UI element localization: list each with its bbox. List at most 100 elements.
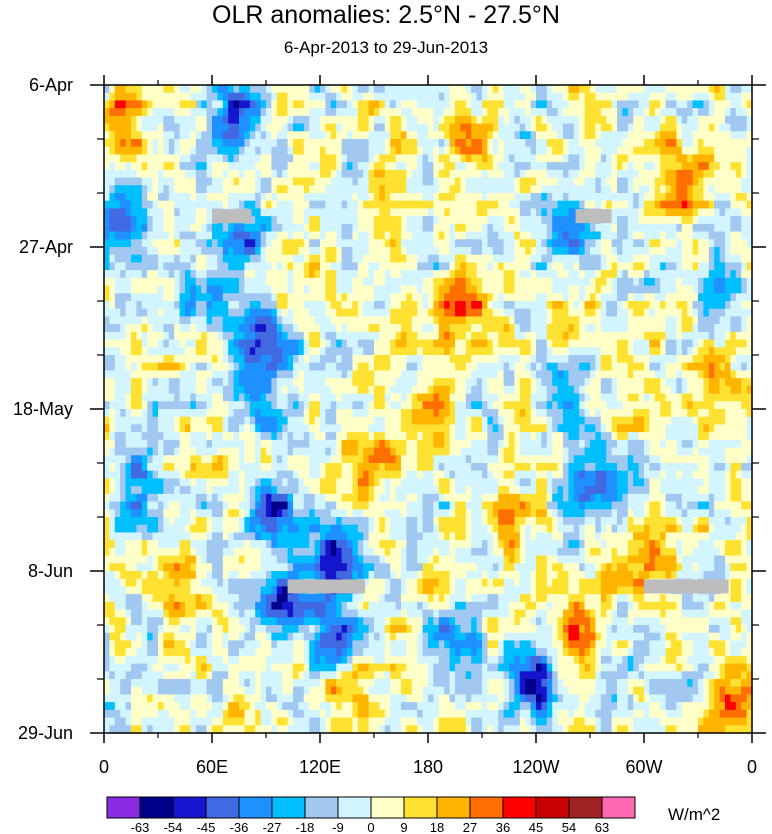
field-cell <box>244 401 251 410</box>
field-cell <box>465 115 472 125</box>
field-cell <box>368 401 375 410</box>
field-cell <box>584 92 591 102</box>
field-cell <box>390 362 397 372</box>
field-cell <box>255 277 262 287</box>
field-cell <box>487 347 494 356</box>
field-cell <box>703 216 710 225</box>
field-cell <box>465 324 472 333</box>
field-cell <box>487 378 494 387</box>
field-cell <box>179 262 186 271</box>
field-cell <box>482 85 488 94</box>
field-cell <box>368 108 375 117</box>
field-cell <box>444 247 451 256</box>
field-cell <box>492 393 499 402</box>
field-cell <box>255 393 262 402</box>
field-cell <box>708 92 715 102</box>
field-cell <box>125 331 132 341</box>
field-cell <box>168 123 175 132</box>
field-cell <box>503 277 510 287</box>
field-cell <box>681 301 688 310</box>
field-cell <box>293 378 299 387</box>
field-cell <box>309 339 316 348</box>
field-cell <box>357 123 364 132</box>
field-cell <box>746 247 753 256</box>
field-cell <box>125 301 132 310</box>
field-cell <box>298 316 305 325</box>
field-cell <box>568 154 575 163</box>
field-cell <box>314 131 321 140</box>
field-cell <box>298 355 305 364</box>
field-cell <box>352 262 359 271</box>
field-cell <box>325 378 332 387</box>
chart-title: OLR anomalies: 2.5°N - 27.5°N <box>212 1 560 29</box>
field-cell <box>546 92 553 102</box>
field-cell <box>746 324 753 333</box>
field-cell <box>158 193 164 202</box>
field-cell <box>125 193 132 202</box>
field-cell <box>719 347 726 356</box>
field-cell <box>228 100 235 109</box>
field-cell <box>422 331 429 341</box>
field-cell <box>579 200 586 210</box>
field-cell <box>606 316 613 325</box>
field-cell <box>449 146 456 156</box>
field-cell <box>681 270 688 279</box>
field-cell <box>374 193 380 202</box>
field-cell <box>104 270 110 279</box>
field-cell <box>158 254 164 264</box>
field-cell <box>509 146 515 156</box>
field-cell <box>341 139 348 148</box>
field-cell <box>179 100 186 109</box>
field-cell <box>600 385 607 395</box>
field-cell <box>104 393 110 402</box>
field-cell <box>368 331 375 341</box>
field-cell <box>514 223 521 233</box>
field-cell <box>336 208 343 217</box>
field-cell <box>244 92 251 102</box>
field-cell <box>660 339 667 348</box>
field-cell <box>514 378 521 387</box>
field-cell <box>136 370 143 379</box>
field-cell <box>276 162 283 171</box>
field-cell <box>665 254 672 264</box>
field-cell <box>303 239 310 248</box>
field-cell <box>244 247 251 256</box>
field-cell <box>347 162 353 171</box>
field-cell <box>260 401 267 410</box>
field-cell <box>384 115 391 125</box>
field-cell <box>163 92 170 102</box>
field-cell <box>611 393 618 402</box>
field-cell <box>276 239 283 248</box>
field-cell <box>222 308 229 318</box>
field-cell <box>725 139 731 148</box>
field-cell <box>617 208 623 217</box>
field-cell <box>330 301 337 310</box>
field-cell <box>546 262 553 271</box>
field-cell <box>433 177 440 186</box>
field-cell <box>368 216 375 225</box>
field-cell <box>417 146 424 156</box>
field-cell <box>735 108 742 117</box>
field-cell <box>255 231 262 240</box>
field-cell <box>455 85 461 94</box>
field-cell <box>249 100 256 109</box>
field-cell <box>179 270 186 279</box>
field-cell <box>428 324 434 333</box>
field-cell <box>692 108 699 117</box>
field-cell <box>347 177 353 186</box>
field-cell <box>168 270 175 279</box>
field-cell <box>471 339 478 348</box>
field-cell <box>698 378 704 387</box>
field-cell <box>179 231 186 240</box>
field-cell <box>590 324 596 333</box>
field-cell <box>498 131 505 140</box>
field-cell <box>336 393 343 402</box>
field-cell <box>649 193 656 202</box>
field-cell <box>206 331 213 341</box>
field-cell <box>633 324 640 333</box>
field-cell <box>352 355 359 364</box>
field-cell <box>287 401 294 410</box>
field-cell <box>509 85 515 94</box>
field-cell <box>455 115 461 125</box>
field-cell <box>584 285 591 294</box>
